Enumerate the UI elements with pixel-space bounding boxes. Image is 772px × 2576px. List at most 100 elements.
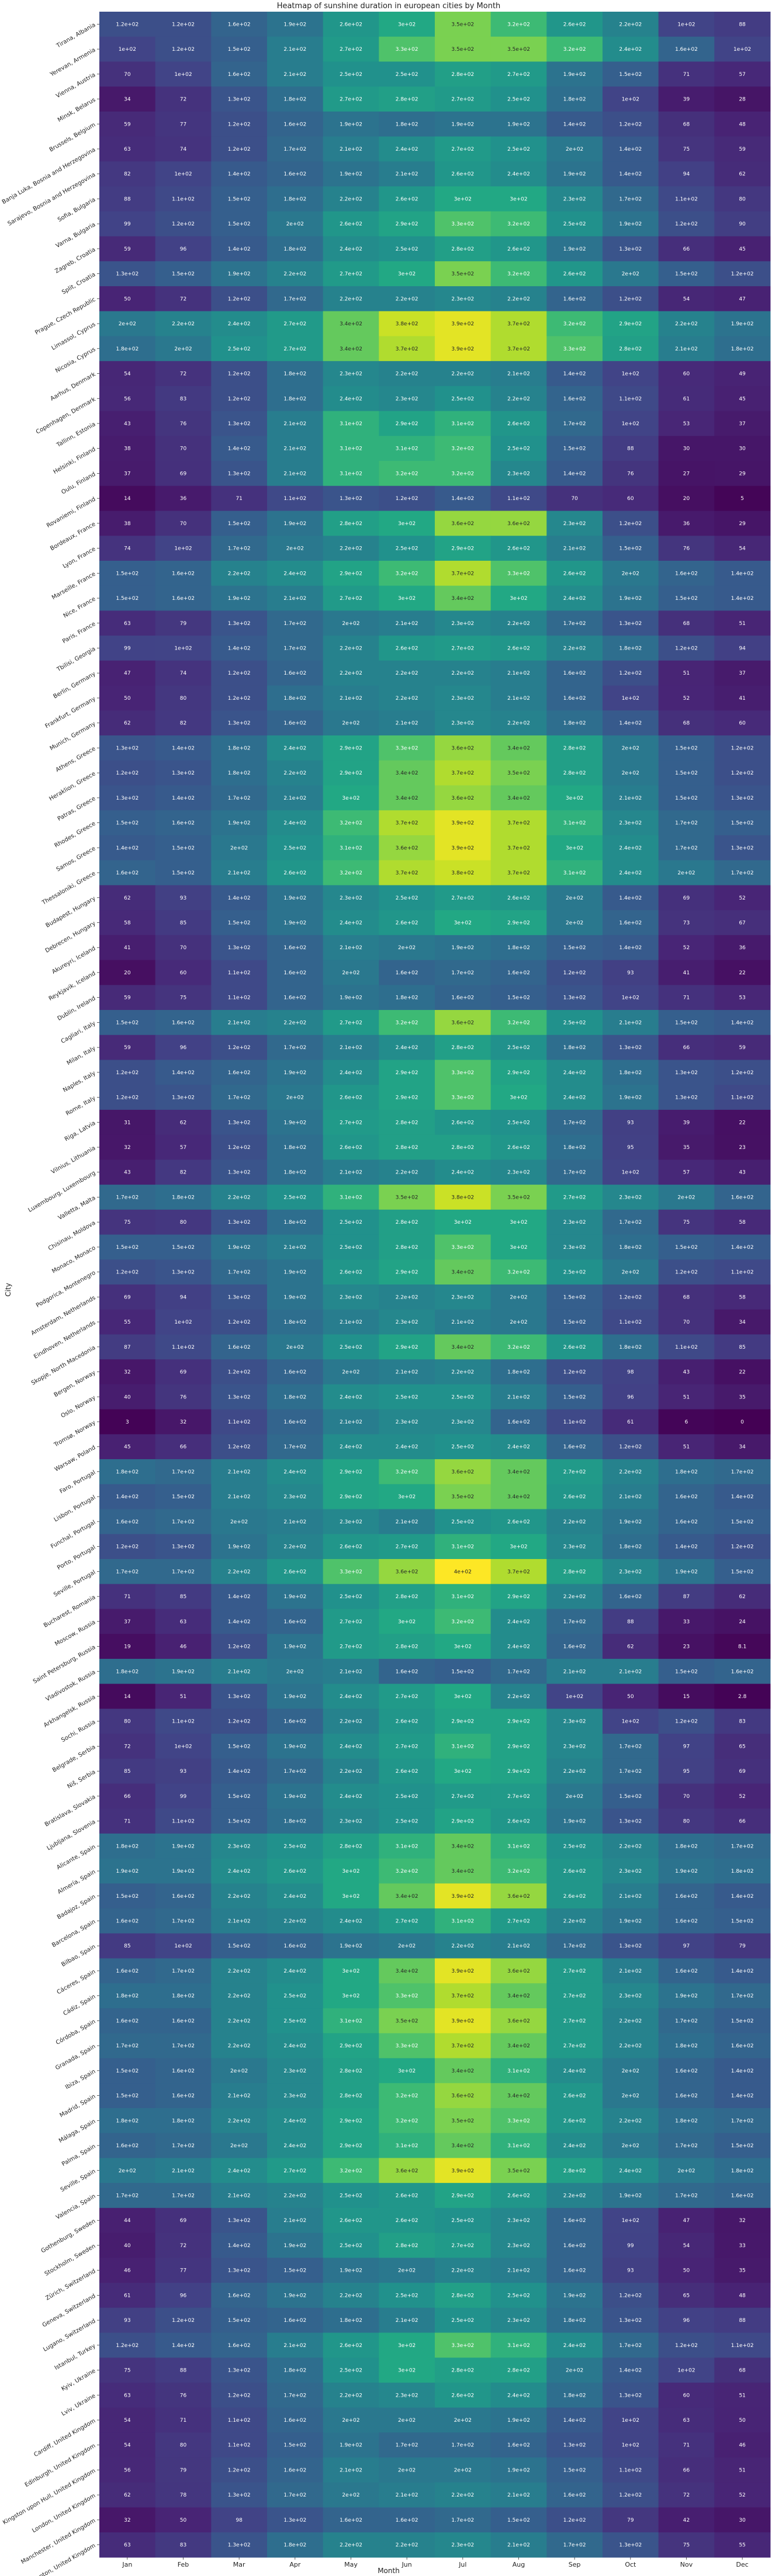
cell-value-label: 1.5e+02 [228, 2318, 251, 2324]
cell-value-label: 95 [683, 1769, 690, 1775]
cell-value-label: 2e+02 [342, 970, 359, 976]
cell-value-label: 2.1e+02 [283, 796, 306, 801]
cell-value-label: 63 [683, 2418, 690, 2424]
heatmap-cell [155, 1933, 212, 1959]
heatmap-cell [155, 1958, 212, 1984]
cell-value-label: 2.7e+02 [451, 646, 474, 652]
heatmap-cell [379, 2382, 435, 2408]
heatmap-cell [379, 1134, 435, 1160]
cell-value-label: 2.6e+02 [340, 2343, 362, 2349]
cell-value-label: 3.7e+02 [451, 1994, 474, 1999]
heatmap-cell [155, 36, 212, 62]
heatmap-cell [603, 286, 659, 312]
heatmap-cell [323, 760, 379, 786]
heatmap-cell [211, 1459, 268, 1485]
cell-value-label: 71 [124, 1594, 130, 1600]
heatmap-cell [211, 311, 268, 336]
heatmap-cell [546, 1658, 603, 1685]
cell-value-label: 3.5e+02 [507, 2168, 530, 2174]
heatmap-cell [155, 2283, 212, 2308]
cell-value-label: 2.1e+02 [228, 2193, 251, 2199]
heatmap-cell [323, 660, 379, 686]
heatmap-cell [211, 2332, 268, 2358]
heatmap-cell [490, 1509, 547, 1535]
cell-value-label: 1.8e+02 [507, 945, 530, 951]
heatmap-cell [714, 1259, 771, 1285]
cell-value-label: 1.1e+02 [172, 1719, 195, 1725]
heatmap-cell [99, 1010, 156, 1036]
heatmap-cell [546, 785, 603, 811]
cell-value-label: 1.9e+02 [283, 1794, 306, 1800]
heatmap-cell [99, 2482, 156, 2508]
heatmap-cell [603, 1833, 659, 1859]
cell-value-label: 1.1e+02 [507, 496, 530, 502]
heatmap-cell [714, 1034, 771, 1060]
cell-value-label: 2.9e+02 [340, 770, 362, 776]
cell-value-label: 3.3e+02 [451, 1245, 474, 1251]
cell-value-label: 3.4e+02 [396, 1969, 418, 1974]
cell-value-label: 2e+02 [230, 1519, 248, 1525]
heatmap-cell [379, 1584, 435, 1609]
cell-value-label: 2e+02 [342, 2418, 359, 2424]
heatmap-cell [603, 885, 659, 911]
heatmap-cell [658, 1808, 715, 1834]
cell-value-label: 1.7e+02 [563, 1943, 586, 1949]
heatmap-cell [155, 2083, 212, 2109]
heatmap-cell [155, 710, 212, 736]
cell-value-label: 1.2e+02 [116, 22, 139, 27]
heatmap-cell [323, 2307, 379, 2333]
heatmap-cell [267, 2083, 324, 2109]
heatmap-cell [155, 585, 212, 611]
cell-value-label: 51 [683, 671, 690, 676]
heatmap-cell [323, 2058, 379, 2084]
heatmap-cell [546, 461, 603, 487]
cell-value-label: 2e+02 [677, 870, 695, 876]
heatmap-cell [211, 1259, 268, 1285]
heatmap-cell [99, 1634, 156, 1660]
cell-value-label: 1.8e+02 [675, 2043, 698, 2049]
heatmap-cell [546, 810, 603, 836]
cell-value-label: 1.4e+02 [563, 372, 586, 377]
heatmap-cell [658, 1284, 715, 1310]
heatmap-cell [379, 2332, 435, 2358]
heatmap-cell [267, 1409, 324, 1435]
cell-value-label: 93 [180, 1769, 186, 1775]
heatmap-cell [714, 1983, 771, 2009]
heatmap-cell [658, 436, 715, 461]
heatmap-cell [155, 1060, 212, 1085]
heatmap-cell [211, 1758, 268, 1785]
heatmap-cell [490, 1034, 547, 1060]
cell-value-label: 1.8e+02 [340, 2318, 362, 2324]
cell-value-label: 1.5e+02 [731, 1919, 754, 1925]
heatmap-cell [155, 1185, 212, 1210]
heatmap-cell [546, 311, 603, 336]
cell-value-label: 1.6e+02 [396, 1669, 418, 1675]
cell-value-label: 96 [683, 2318, 690, 2324]
cell-value-label: 2e+02 [510, 1320, 527, 1325]
cell-value-label: 1e+02 [622, 2443, 639, 2449]
cell-value-label: 2e+02 [566, 920, 583, 926]
cell-value-label: 2.5e+02 [340, 1594, 362, 1600]
cell-value-label: 1.2e+02 [731, 770, 754, 776]
heatmap-cell [490, 636, 547, 661]
heatmap-cell [267, 1558, 324, 1585]
heatmap-cell [379, 1309, 435, 1335]
cell-value-label: 3.2e+02 [507, 1869, 530, 1874]
cell-value-label: 1.4e+02 [731, 1245, 754, 1251]
cell-value-label: 1.7e+02 [116, 2043, 139, 2049]
cell-value-label: 2.1e+02 [340, 1669, 362, 1675]
cell-value-label: 1.2e+02 [116, 1544, 139, 1550]
cell-value-label: 23 [739, 1145, 745, 1151]
heatmap-cell [490, 386, 547, 412]
cell-value-label: 2.9e+02 [451, 1719, 474, 1725]
cell-value-label: 56 [124, 2467, 131, 2473]
heatmap-cell [658, 2233, 715, 2258]
heatmap-cell [714, 2083, 771, 2109]
heatmap-cell [658, 2008, 715, 2034]
cell-value-label: 3.4e+02 [340, 321, 362, 327]
heatmap-cell [155, 636, 212, 661]
cell-value-label: 85 [124, 1769, 130, 1775]
cell-value-label: 1.5e+02 [619, 72, 642, 78]
heatmap-cell [658, 1634, 715, 1660]
cell-value-label: 1.9e+02 [340, 2268, 362, 2274]
